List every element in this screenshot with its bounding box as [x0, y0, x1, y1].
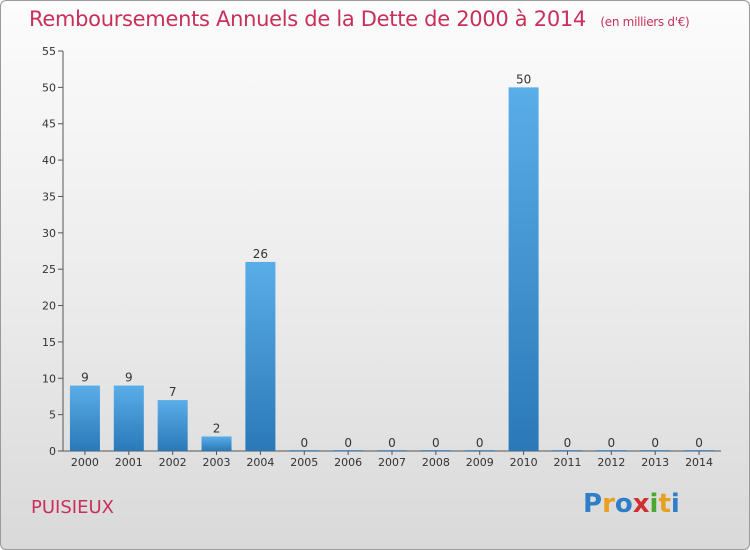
x-tick-label-2001: 2001 [115, 456, 143, 469]
bar-2001 [113, 385, 144, 451]
x-tick-label-2012: 2012 [597, 456, 625, 469]
bar-2002 [157, 400, 188, 451]
bar-2013 [640, 450, 671, 451]
x-tick-label-2004: 2004 [246, 456, 274, 469]
value-label-2012: 0 [608, 436, 616, 450]
chart-title-text: Remboursements Annuels de la Dette de 20… [29, 7, 586, 31]
x-tick-label-2005: 2005 [290, 456, 318, 469]
proxiti-logo: Proxiti [583, 489, 680, 519]
chart-unit: (en milliers d'€) [600, 15, 690, 29]
logo-letter: o [614, 489, 633, 519]
y-tick-label: 20 [42, 300, 56, 313]
bar-2007 [377, 450, 407, 451]
x-tick-label-2011: 2011 [553, 456, 581, 469]
y-tick-label: 55 [42, 45, 56, 58]
x-tick-label-2009: 2009 [466, 456, 494, 469]
y-tick-label: 45 [42, 118, 56, 131]
value-label-2004: 26 [253, 247, 268, 261]
value-label-2013: 0 [651, 436, 659, 450]
x-tick-label-2013: 2013 [641, 456, 669, 469]
x-tick-label-2014: 2014 [685, 456, 713, 469]
bar-2003 [201, 436, 232, 451]
bar-2011 [552, 450, 583, 451]
x-tick-label-2006: 2006 [334, 456, 362, 469]
bar-2012 [596, 450, 627, 451]
chart-title: Remboursements Annuels de la Dette de 20… [29, 7, 690, 31]
y-tick-label: 50 [42, 81, 56, 94]
x-tick-label-2002: 2002 [159, 456, 187, 469]
value-label-2002: 7 [169, 385, 177, 399]
logo-letter: t [658, 489, 671, 519]
y-tick-label: 35 [42, 190, 56, 203]
chart-labels: 2000 9 2001 9 2002 7 2003 2 2004 26 2005 0 2006 0 2007… [71, 72, 713, 469]
bar-2006 [333, 450, 364, 451]
bar-2010 [508, 87, 539, 451]
value-label-2010: 50 [516, 72, 531, 86]
value-label-2000: 9 [81, 371, 89, 385]
x-tick-label-2000: 2000 [71, 456, 99, 469]
value-label-2003: 2 [213, 421, 221, 435]
logo-letter: x [632, 489, 650, 519]
value-label-2011: 0 [564, 436, 572, 450]
y-tick-label: 15 [42, 336, 56, 349]
value-label-2001: 9 [125, 371, 133, 385]
bar-2005 [289, 450, 320, 451]
y-tick-label: 30 [42, 227, 56, 240]
y-tick-label: 40 [42, 154, 56, 167]
logo-letter: i [649, 489, 659, 519]
value-label-2009: 0 [476, 436, 484, 450]
y-tick-label: 25 [42, 263, 56, 276]
logo-letter: P [583, 489, 603, 519]
logo-letter: r [602, 489, 615, 519]
value-label-2014: 0 [695, 436, 703, 450]
chart-bars [69, 87, 715, 451]
bar-2014 [684, 450, 715, 451]
y-tick-label: 5 [49, 409, 56, 422]
bar-2009 [464, 450, 495, 451]
bar-2008 [420, 450, 451, 451]
logo-letter: i [670, 489, 680, 519]
y-tick-label: 0 [49, 445, 56, 458]
value-label-2008: 0 [432, 436, 440, 450]
x-tick-label-2010: 2010 [510, 456, 538, 469]
y-tick-label: 10 [42, 372, 56, 385]
value-label-2007: 0 [388, 436, 396, 450]
x-tick-label-2003: 2003 [203, 456, 231, 469]
commune-name: PUISIEUX [31, 497, 114, 518]
bar-2000 [69, 385, 100, 451]
x-tick-label-2008: 2008 [422, 456, 450, 469]
bar-2004 [245, 261, 276, 451]
value-label-2005: 0 [300, 436, 308, 450]
value-label-2006: 0 [344, 436, 352, 450]
x-tick-label-2007: 2007 [378, 456, 406, 469]
